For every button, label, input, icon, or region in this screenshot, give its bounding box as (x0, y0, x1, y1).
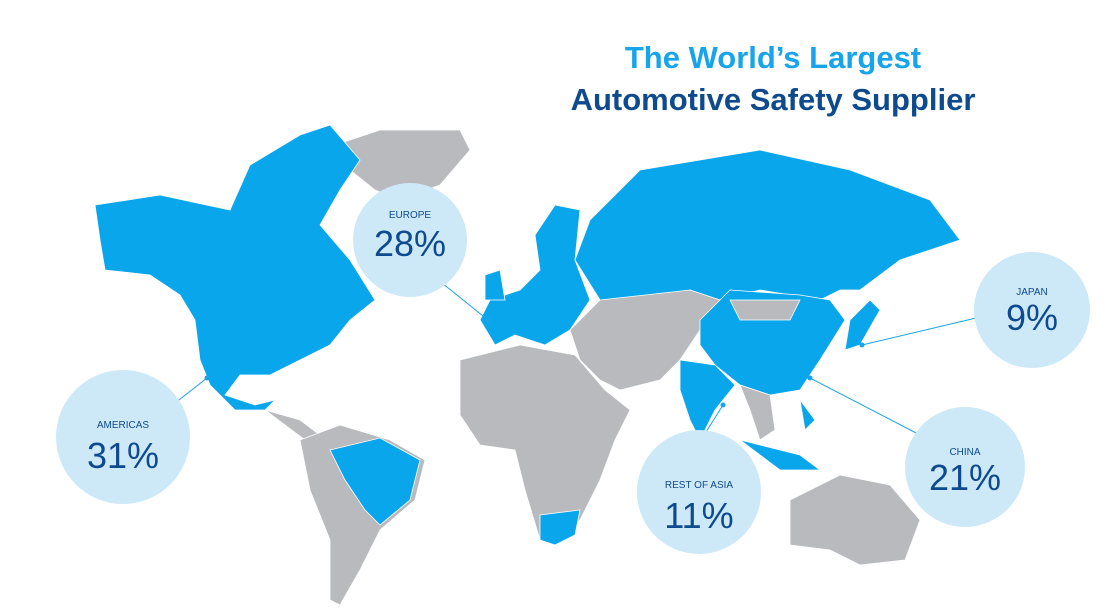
region-bubble (974, 252, 1090, 368)
africa (459, 344, 631, 546)
region-bubble (353, 183, 467, 297)
leader-dot (204, 375, 210, 381)
leader-dot (485, 317, 491, 323)
japan-callout: JAPAN 9% (859, 252, 1090, 368)
region-share: 31% (87, 435, 159, 476)
region-label: CHINA (949, 447, 980, 458)
region-share: 11% (664, 495, 733, 536)
region-label: JAPAN (1016, 287, 1048, 298)
region-bubble (905, 407, 1025, 527)
south-africa (539, 509, 581, 546)
region-share: 9% (1006, 297, 1058, 338)
uk (484, 269, 506, 301)
leader-line (441, 282, 489, 321)
leader-dot (807, 375, 813, 381)
title-line-2: Automotive Safety Supplier (571, 82, 976, 117)
indonesia (739, 439, 822, 471)
india (679, 359, 736, 441)
rest-of-asia-callout: REST OF ASIA 11% (637, 402, 761, 554)
map-shapes (94, 124, 961, 606)
russia (574, 149, 961, 301)
australia (789, 474, 921, 566)
leader-line (705, 404, 724, 433)
southeast-asia (739, 384, 776, 441)
europe (479, 204, 591, 346)
greenland (319, 129, 471, 201)
region-label: REST OF ASIA (665, 480, 733, 491)
china (699, 289, 846, 396)
north-america (94, 124, 376, 411)
region-bubble (56, 370, 190, 504)
region-share: 21% (929, 457, 1001, 498)
leader-dot (720, 402, 726, 408)
leader-dot (859, 342, 865, 348)
region-label: EUROPE (389, 210, 432, 221)
europe-callout: EUROPE 28% (353, 183, 491, 323)
mongolia (729, 299, 801, 321)
region-bubble (637, 430, 761, 554)
region-label: AMERICAS (97, 420, 150, 431)
leader-line (809, 377, 921, 436)
china-callout: CHINA 21% (807, 375, 1025, 527)
leader-line (861, 317, 977, 346)
japan (844, 299, 881, 351)
title-line-1: The World’s Largest (625, 40, 921, 75)
region-share: 28% (374, 223, 446, 264)
brazil (329, 437, 421, 526)
philippines (799, 399, 816, 431)
americas-callout: AMERICAS 31% (56, 370, 210, 504)
